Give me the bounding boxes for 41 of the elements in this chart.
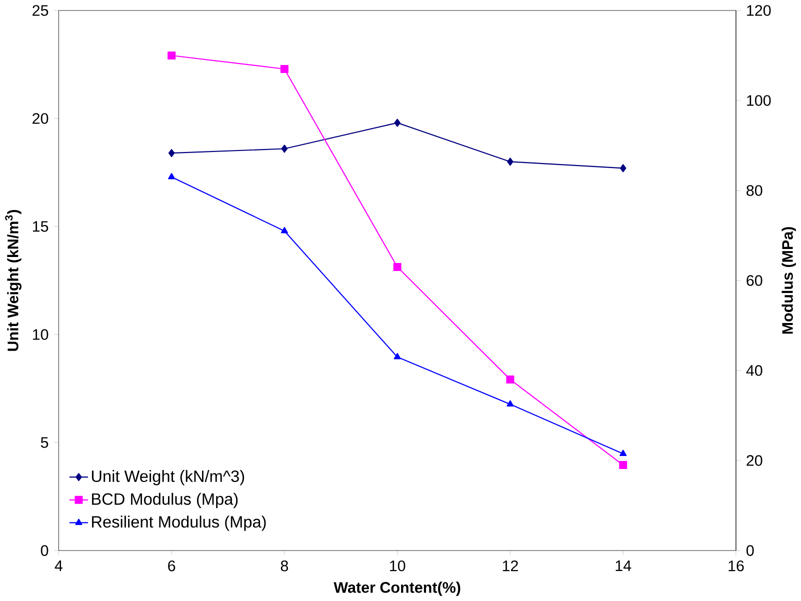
x-tick-label: 10 (390, 560, 406, 572)
x-tick-label: 14 (616, 560, 632, 571)
legend-label: Unit Weight (kN/m^3) (92, 470, 244, 486)
y-tick-label: 20 (32, 113, 48, 124)
point (506, 400, 514, 407)
x-tick-label: 12 (502, 560, 518, 572)
point (393, 263, 402, 272)
point (394, 353, 401, 360)
point (620, 450, 627, 456)
y2-tick-label: 80 (746, 185, 762, 196)
x-axis-title: Water Content(%) (334, 582, 460, 596)
point (506, 376, 514, 384)
y2-tick-label: 40 (746, 365, 762, 376)
point (281, 144, 288, 153)
y-tick-label: 25 (32, 5, 48, 16)
y-tick-label: 5 (40, 437, 48, 448)
point (168, 51, 176, 60)
x-tick-label: 8 (280, 560, 288, 572)
y2-tick-label: 60 (746, 275, 762, 286)
point (394, 118, 400, 127)
point (619, 461, 628, 470)
y2-tick-label: 120 (747, 5, 771, 16)
point (280, 64, 288, 74)
point (280, 227, 288, 234)
y-tick-label: 0 (40, 545, 48, 556)
point (620, 164, 626, 172)
y2-tick-label: 100 (747, 95, 771, 106)
y2-tick-label: 20 (746, 455, 762, 466)
point (507, 158, 514, 166)
legend-label: BCD Modulus (Mpa) (92, 492, 238, 508)
x-tick-label: 16 (728, 560, 744, 572)
y-axis-title: Unit Weight (kN/m$^{3}$) (5, 210, 22, 351)
y-tick-label: 10 (32, 329, 48, 340)
point (168, 173, 176, 180)
x-tick-label: 4 (54, 560, 62, 571)
y2-tick-label: 0 (746, 545, 754, 556)
y2-axis-title: Modulus (MPa) (782, 227, 796, 334)
point (168, 149, 175, 158)
legend-label: Resilient Modulus (Mpa) (92, 516, 266, 531)
y-tick-label: 15 (32, 221, 48, 232)
x-tick-label: 6 (168, 560, 176, 572)
